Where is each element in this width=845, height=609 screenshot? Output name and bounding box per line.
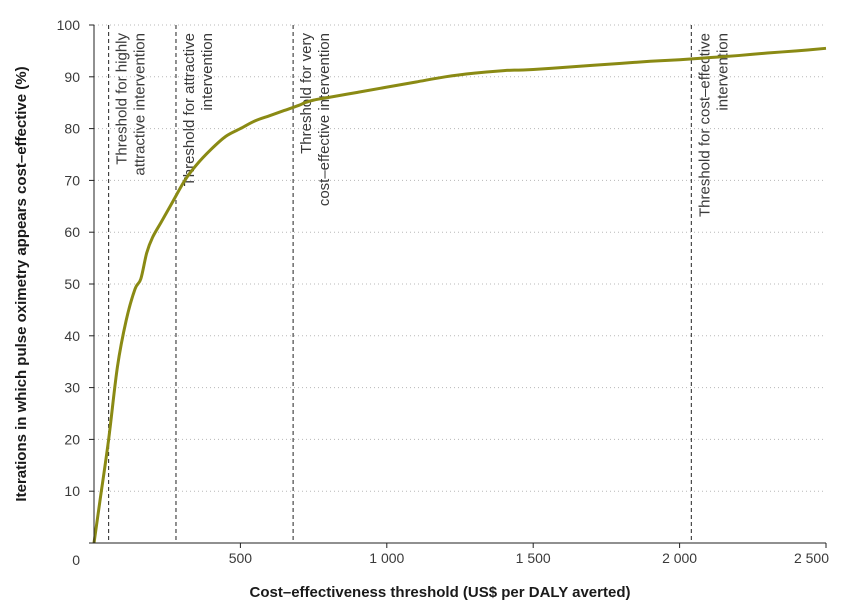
y-tick-label: 0 (72, 552, 80, 568)
y-tick-label: 30 (64, 380, 80, 396)
x-tick-label: 1 000 (369, 550, 404, 566)
x-axis-title: Cost–effectiveness threshold (US$ per DA… (250, 584, 631, 601)
x-tick-label: 2 500 (794, 550, 829, 566)
y-tick-label: 50 (64, 276, 80, 292)
threshold-label: intervention (714, 33, 731, 111)
series-line (92, 46, 827, 544)
x-tick-label: 1 500 (516, 550, 551, 566)
axes (89, 24, 827, 548)
threshold-label: intervention (199, 33, 216, 111)
y-tick-label: 100 (57, 17, 81, 33)
y-tick-label: 70 (64, 172, 80, 188)
y-tick-label: 40 (64, 328, 80, 344)
threshold-label: attractive intervention (132, 33, 149, 176)
x-tick-label: 500 (229, 550, 253, 566)
threshold-lines: Threshold for highly attractive intervent… (108, 25, 731, 543)
y-tick-label: 90 (64, 69, 80, 85)
y-tick-label: 80 (64, 121, 80, 137)
threshold-label: Threshold for very (298, 33, 315, 154)
series-group (92, 46, 827, 544)
y-tick-label: 10 (64, 483, 80, 499)
tick-labels: 0 10 20 30 40 50 60 70 80 90 100 500 1 000 1 500 2 000… (57, 17, 830, 568)
x-tick-label: 2 000 (662, 550, 697, 566)
threshold-label: Threshold for cost–effective (696, 33, 713, 217)
y-tick-label: 20 (64, 431, 80, 447)
threshold-label: cost–effective intervention (316, 33, 333, 206)
y-axis-title: Iterations in which pulse oximetry appea… (13, 66, 30, 501)
y-tick-label: 60 (64, 224, 80, 240)
threshold-label: Threshold for highly (114, 33, 131, 165)
threshold-label: Threshold for attractive (181, 33, 198, 186)
